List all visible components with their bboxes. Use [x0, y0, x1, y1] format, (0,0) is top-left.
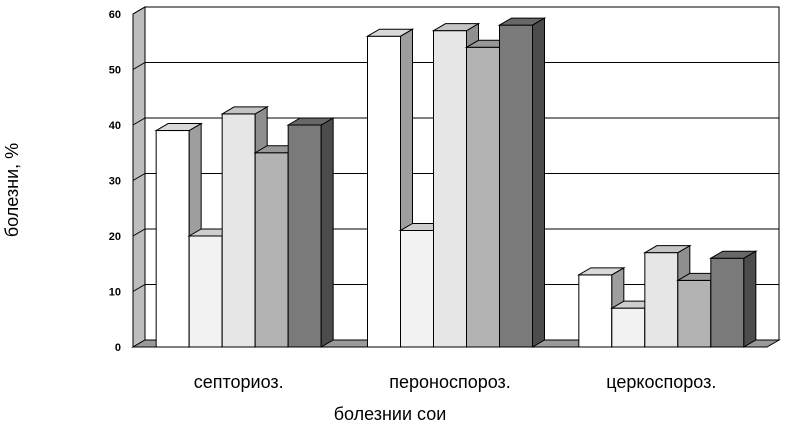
bar-front	[254, 152, 289, 348]
x-category-label: церкоспороз.	[606, 372, 716, 392]
bar	[708, 250, 758, 348]
bar-front	[466, 46, 500, 348]
bar-front	[710, 257, 745, 348]
bar-top	[708, 250, 758, 259]
bar	[286, 117, 336, 348]
bar-top	[431, 23, 481, 32]
bar-front	[155, 130, 190, 348]
y-tick-labels: 0 10 20 30 40 50 60	[109, 9, 121, 354]
gridline	[132, 284, 779, 292]
x-category-label: пероноспороз.	[389, 372, 511, 392]
bar-front	[677, 279, 712, 348]
bar-front	[188, 235, 223, 348]
bar-top	[497, 17, 547, 26]
bar-side	[320, 117, 334, 348]
bar-side	[532, 17, 545, 348]
gridline	[132, 228, 779, 237]
bar-front	[644, 252, 679, 348]
x-category-label: септориоз.	[194, 372, 284, 392]
gridlines	[132, 6, 779, 292]
bar-front	[400, 229, 434, 348]
y-tick-label: 20	[109, 231, 121, 243]
bar-top	[220, 106, 270, 115]
bar-front	[611, 307, 646, 348]
gridline	[132, 6, 779, 15]
bar-top	[576, 267, 626, 276]
gridline	[132, 117, 779, 126]
bar-front	[367, 35, 401, 348]
y-tick-label: 10	[109, 287, 121, 299]
bar-front	[287, 124, 322, 348]
bar-front	[433, 30, 467, 348]
bars	[154, 17, 758, 348]
bar-top	[365, 28, 415, 37]
y-tick-label: 30	[109, 176, 121, 188]
y-tick-label: 0	[115, 342, 121, 354]
bar-front	[499, 24, 533, 348]
x-axis-label: болезнии сои	[334, 404, 447, 424]
bar-top	[642, 245, 692, 254]
gridline	[132, 173, 779, 181]
bar-front	[578, 274, 613, 348]
bar-front	[221, 113, 256, 348]
bar	[497, 17, 547, 348]
y-tick-label: 50	[109, 65, 121, 77]
bar-top	[154, 123, 204, 132]
gridline	[132, 62, 779, 70]
y-axis-label: болезни, %	[2, 143, 22, 237]
bar-top	[286, 117, 336, 126]
bar	[365, 28, 415, 348]
bar-side	[743, 250, 757, 348]
y-tick-label: 40	[109, 120, 121, 132]
x-category-labels: септориоз. пероноспороз. церкоспороз.	[194, 372, 717, 392]
y-tick-label: 60	[109, 9, 121, 21]
